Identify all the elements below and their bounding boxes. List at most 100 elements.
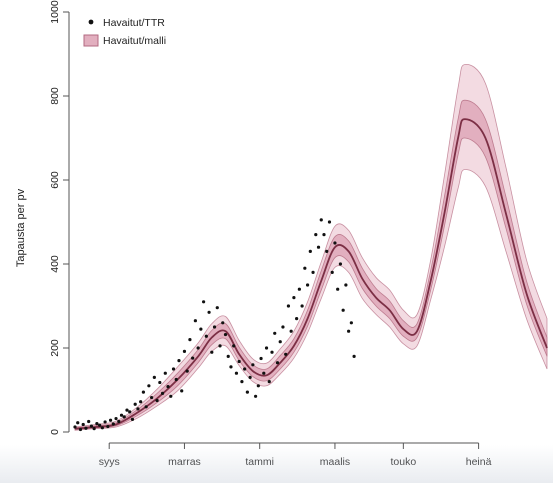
data-point: [229, 365, 233, 369]
data-point: [237, 359, 241, 364]
data-point: [84, 426, 88, 430]
y-tick-label: 200: [49, 339, 61, 357]
data-point: [182, 349, 187, 353]
data-point: [243, 367, 247, 371]
data-point: [281, 325, 285, 329]
data-point: [316, 245, 321, 249]
data-point: [314, 233, 318, 237]
data-point: [327, 220, 332, 224]
data-point: [133, 402, 137, 406]
data-point: [251, 363, 255, 367]
data-point: [267, 380, 271, 384]
y-axis-label: Tapausta per pv: [15, 188, 27, 267]
data-point: [264, 346, 269, 350]
data-point: [232, 344, 236, 348]
data-point: [333, 241, 337, 245]
x-tick-label: tammi: [245, 456, 274, 468]
data-point: [117, 419, 121, 424]
data-point: [155, 398, 159, 403]
data-point: [286, 304, 291, 308]
data-point: [144, 405, 148, 409]
data-point: [185, 369, 189, 373]
data-point: [152, 375, 156, 379]
data-point: [245, 390, 249, 394]
data-point: [352, 354, 356, 358]
data-point: [92, 427, 96, 431]
data-point: [103, 420, 107, 424]
data-point: [128, 410, 132, 414]
y-tick-label: 0: [49, 429, 61, 435]
legend-label-ttr: Havaitut/TTR: [103, 17, 165, 29]
data-point: [305, 283, 310, 287]
legend-label-model: Havaitut/malli: [103, 35, 166, 47]
data-point: [188, 338, 192, 342]
data-point: [160, 391, 165, 395]
data-point: [278, 340, 282, 344]
data-point: [262, 371, 266, 375]
data-point: [253, 394, 258, 398]
data-point: [295, 317, 299, 321]
data-point: [171, 367, 176, 371]
data-point: [349, 321, 353, 325]
y-tick-label: 1000: [49, 0, 61, 24]
data-point: [166, 385, 170, 389]
data-point: [177, 359, 181, 363]
data-point: [300, 304, 304, 308]
data-point: [204, 334, 208, 338]
data-point: [259, 356, 263, 361]
data-point: [289, 329, 293, 333]
data-point: [338, 262, 343, 266]
data-point: [319, 218, 323, 222]
data-point: [221, 321, 225, 325]
data-point: [344, 283, 348, 287]
data-point: [125, 408, 129, 412]
data-point: [76, 421, 80, 425]
data-point: [191, 356, 195, 360]
data-point: [119, 413, 124, 417]
data-point: [141, 390, 146, 394]
data-point: [248, 375, 252, 379]
data-point: [87, 419, 91, 424]
data-point: [136, 407, 140, 411]
x-tick-label: marras: [168, 456, 201, 468]
data-point: [311, 270, 315, 274]
data-point: [223, 332, 228, 337]
data-point: [95, 422, 99, 426]
data-point: [158, 380, 162, 385]
data-point: [73, 425, 77, 429]
data-point: [308, 249, 312, 253]
band-95: [74, 64, 548, 431]
data-point: [218, 344, 222, 348]
data-point: [322, 233, 326, 237]
data-point: [147, 384, 151, 388]
legend: Havaitut/TTR Havaitut/malli: [83, 17, 166, 47]
x-tick-label: syys: [99, 456, 120, 468]
data-point: [108, 418, 113, 422]
data-point: [256, 384, 260, 388]
legend-swatch-model: [83, 34, 99, 47]
data-point: [81, 422, 85, 427]
data-point: [180, 389, 184, 393]
data-point: [341, 308, 345, 312]
data-point: [106, 424, 110, 429]
data-point: [78, 427, 83, 432]
data-point: [100, 426, 104, 430]
data-point: [150, 395, 154, 400]
data-point: [89, 424, 94, 428]
data-point: [163, 371, 167, 375]
data-point: [303, 266, 307, 270]
y-tick-label: 400: [49, 255, 61, 273]
data-point: [212, 325, 217, 329]
x-tick-label: maalis: [320, 456, 350, 468]
data-point: [336, 287, 340, 291]
data-point: [240, 380, 244, 384]
data-point: [169, 394, 173, 398]
data-point: [284, 352, 288, 356]
data-point: [130, 417, 135, 421]
axes: 0 200 400 600 800 1000 syys marras tammi maalis to…: [49, 0, 492, 468]
data-point: [226, 354, 230, 358]
data-point: [98, 423, 102, 427]
data-point: [325, 249, 329, 253]
